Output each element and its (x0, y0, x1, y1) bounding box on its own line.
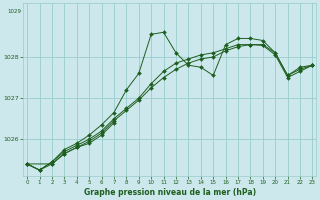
X-axis label: Graphe pression niveau de la mer (hPa): Graphe pression niveau de la mer (hPa) (84, 188, 256, 197)
Text: 1029: 1029 (7, 9, 21, 14)
